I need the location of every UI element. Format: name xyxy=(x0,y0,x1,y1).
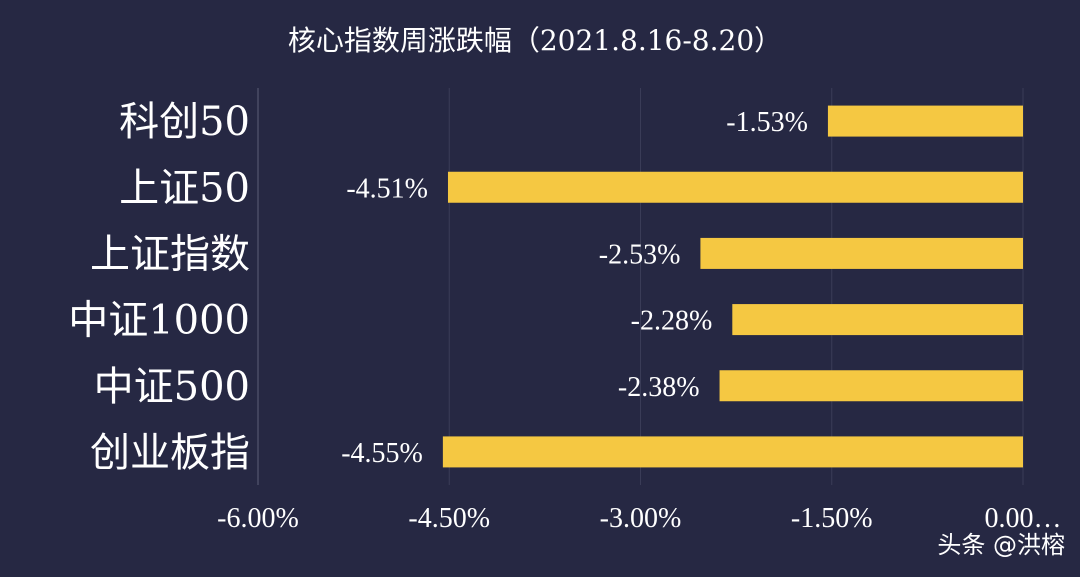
data-label: -1.53% xyxy=(726,107,808,138)
data-label: -2.38% xyxy=(618,372,700,403)
chart-title: 核心指数周涨跌幅（2021.8.16-8.20） xyxy=(288,24,782,57)
data-label: -4.55% xyxy=(341,438,423,469)
value-labels: -1.53% -4.51% -2.53% -2.28% -2.38% -4.55% xyxy=(341,107,808,469)
x-tick-label: -3.00% xyxy=(600,503,682,534)
x-tick-label: -1.50% xyxy=(791,503,873,534)
category-label: 创业板指 xyxy=(90,430,250,476)
bar xyxy=(827,105,1023,137)
bar xyxy=(447,171,1024,203)
gridlines xyxy=(448,88,1024,485)
category-label: 上证指数 xyxy=(90,231,250,277)
data-label: -2.28% xyxy=(631,306,713,337)
category-label: 中证500 xyxy=(94,364,250,410)
x-axis-tick-labels: -6.00% -4.50% -3.00% -1.50% 0.00… xyxy=(217,503,1061,534)
bar xyxy=(732,304,1023,336)
x-tick-label: -6.00% xyxy=(217,503,299,534)
bar xyxy=(719,370,1023,402)
watermark: 头条 @洪榕 xyxy=(937,531,1065,559)
category-label: 上证50 xyxy=(119,165,250,211)
data-label: -2.53% xyxy=(599,239,681,270)
bars xyxy=(442,105,1024,468)
category-label: 中证1000 xyxy=(68,298,250,344)
category-label: 科创50 xyxy=(119,99,250,145)
bar xyxy=(700,237,1023,269)
x-tick-label: 0.00… xyxy=(985,503,1062,534)
bar xyxy=(442,436,1023,468)
x-tick-label: -4.50% xyxy=(408,503,490,534)
data-label: -4.51% xyxy=(346,173,428,204)
